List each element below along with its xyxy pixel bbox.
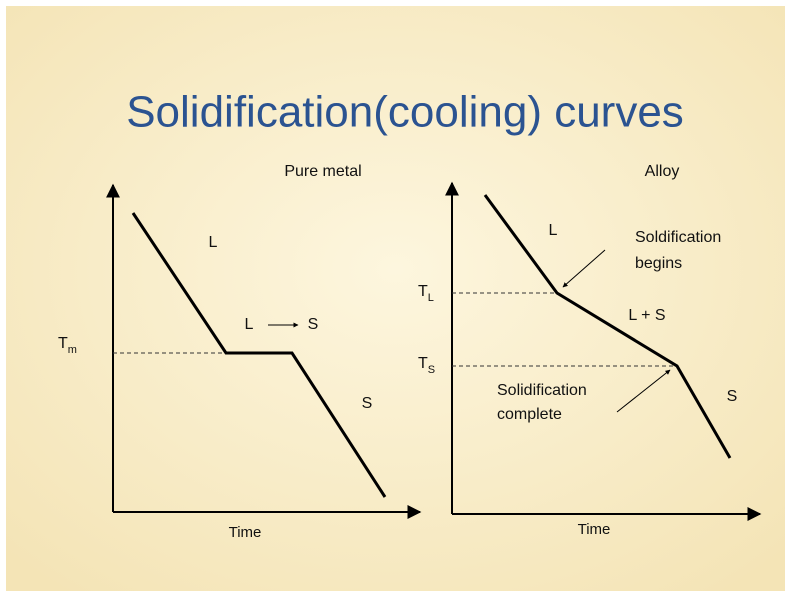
title: Solidification(cooling) curves: [126, 88, 684, 137]
cooling-curve: [483, 194, 732, 459]
x-axis-label: Time: [578, 521, 611, 538]
complete-arrow: [616, 369, 671, 413]
begins-note: Soldification: [635, 229, 721, 246]
complete-note: Solidification: [497, 382, 587, 399]
begins-arrow: [562, 249, 606, 288]
temperature-label: Tm: [58, 335, 77, 356]
mixed-label: L + S: [628, 307, 665, 324]
liquidus-label: TL: [418, 283, 434, 304]
liquid-label: L: [209, 234, 218, 251]
cooling-curve: [131, 212, 387, 498]
x-axis-label: Time: [229, 524, 262, 541]
begins-note: begins: [635, 255, 682, 272]
liquid-label: L: [549, 222, 558, 239]
background: [6, 6, 785, 591]
pure-metal-diagram: Pure metal Tm L L S S Time: [58, 163, 422, 541]
heading: Pure metal: [284, 163, 361, 180]
heading: Alloy: [645, 163, 680, 180]
complete-note: complete: [497, 406, 562, 423]
alloy-diagram: Alloy TL TS L Soldification begins L + S…: [418, 163, 762, 538]
solid-label: S: [727, 388, 738, 405]
transition-from: L: [245, 316, 254, 333]
solid-label: S: [362, 395, 373, 412]
transition-to: S: [308, 316, 319, 333]
solidus-label: TS: [418, 355, 435, 376]
